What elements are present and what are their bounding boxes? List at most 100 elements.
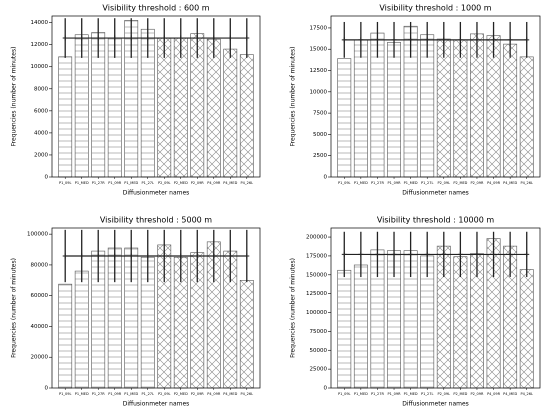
x-tick-label: P2_09R [191, 392, 205, 396]
y-tick-label: 0 [45, 386, 49, 392]
x-tick-label: P1_27R [92, 392, 106, 396]
y-tick-label: 2500 [313, 153, 327, 159]
x-tick-label: P1_27L [141, 392, 154, 396]
x-tick-label: P2_09L [158, 392, 171, 396]
x-tick-label: P1_27L [421, 392, 434, 396]
mean-marker [374, 37, 380, 43]
mean-marker [441, 37, 447, 43]
mean-marker [128, 253, 134, 259]
x-axis-label: Diffusionmeter names [123, 401, 190, 408]
chart-title: Visibility threshold : 5000 m [100, 216, 212, 225]
mean-marker [507, 251, 513, 257]
mean-marker [161, 35, 167, 41]
mean-marker [128, 35, 134, 41]
mean-marker [457, 37, 463, 43]
mean-marker [457, 251, 463, 257]
plot-frame [51, 15, 261, 178]
y-tick-label: 2000 [34, 152, 48, 158]
x-tick-label: P1_09L [59, 181, 72, 185]
bar [387, 42, 401, 178]
mean-marker [341, 37, 347, 43]
x-tick-label: P2_09L [158, 181, 171, 185]
y-tick-label: 10000 [310, 89, 328, 95]
bar [453, 39, 468, 178]
x-tick-label: P2_09R [191, 181, 205, 185]
bar [337, 58, 352, 178]
x-tick-label: P4_09R [207, 392, 221, 396]
x-axis-label: Diffusionmeter names [402, 401, 469, 408]
x-tick-label: P1_MED [75, 181, 89, 185]
x-axis-label: Diffusionmeter names [402, 190, 469, 197]
x-tick-label: P1_MED [404, 181, 418, 185]
mean-marker [178, 253, 184, 259]
chart-title: Visibility threshold : 1000 m [379, 4, 491, 13]
y-tick-label: 4000 [34, 130, 48, 136]
x-tick-label: P1_MED [124, 392, 138, 396]
y-tick-label: 20000 [31, 355, 49, 361]
x-tick-label: P4_MED [223, 392, 237, 396]
mean-marker [194, 253, 200, 259]
bar [239, 54, 254, 178]
mean-marker [424, 37, 430, 43]
bar [519, 269, 534, 389]
y-tick-label: 15000 [310, 47, 328, 53]
x-tick-label: P1_MED [75, 392, 89, 396]
x-tick-label: P1_27R [371, 392, 385, 396]
x-tick-label: P4_MED [503, 181, 517, 185]
chart-title: Visibility threshold : 10000 m [377, 216, 495, 225]
x-tick-label: P1_MED [354, 392, 368, 396]
y-axis-label: Frequencies (number of minutes) [11, 47, 18, 147]
x-tick-label: P2_09L [438, 392, 451, 396]
y-axis-label: Frequencies (number of minutes) [11, 258, 18, 358]
y-tick-label: 100000 [27, 232, 48, 238]
mean-marker [211, 253, 217, 259]
bar [173, 37, 188, 178]
y-tick-label: 200000 [306, 235, 327, 241]
x-tick-label: P1_MED [404, 392, 418, 396]
bar [58, 283, 73, 389]
y-axis-label: Frequencies (number of minutes) [290, 47, 297, 147]
y-tick-label: 100000 [306, 310, 327, 316]
bar [223, 48, 238, 178]
mean-marker [211, 35, 217, 41]
y-tick-label: 80000 [31, 262, 49, 268]
y-tick-label: 0 [45, 175, 49, 181]
y-tick-label: 0 [324, 386, 328, 392]
x-tick-label: P1_MED [354, 181, 368, 185]
y-tick-label: 7500 [313, 111, 327, 117]
y-tick-label: 50000 [310, 348, 328, 354]
bar [436, 38, 451, 178]
x-tick-label: P1_27L [141, 181, 154, 185]
mean-marker [161, 253, 167, 259]
mean-marker [424, 251, 430, 257]
x-tick-label: P4_09R [207, 181, 221, 185]
mean-marker [391, 251, 397, 257]
mean-marker [145, 253, 151, 259]
mean-marker [79, 35, 85, 41]
mean-marker [408, 37, 414, 43]
y-tick-label: 125000 [306, 291, 327, 297]
bar [74, 270, 89, 389]
mean-marker [374, 251, 380, 257]
plot-frame [330, 15, 541, 178]
x-tick-label: P1_27R [371, 181, 385, 185]
mean-marker [491, 37, 497, 43]
x-tick-label: P1_09R [108, 181, 122, 185]
x-tick-label: P4_26L [241, 392, 254, 396]
plot-frame [330, 227, 541, 389]
x-tick-label: P4_26L [520, 392, 533, 396]
mean-marker [227, 253, 233, 259]
y-tick-label: 12000 [31, 42, 49, 48]
x-tick-label: P1_27R [92, 181, 106, 185]
y-tick-label: 60000 [31, 293, 49, 299]
x-tick-label: P2_MED [174, 392, 188, 396]
x-tick-label: P1_MED [124, 181, 138, 185]
y-tick-label: 6000 [34, 108, 48, 114]
mean-marker [112, 35, 118, 41]
y-axis-label: Frequencies (number of minutes) [290, 258, 297, 358]
y-tick-label: 12500 [310, 68, 328, 74]
mean-marker [178, 35, 184, 41]
x-tick-label: P2_MED [174, 181, 188, 185]
y-tick-label: 25000 [310, 367, 328, 373]
